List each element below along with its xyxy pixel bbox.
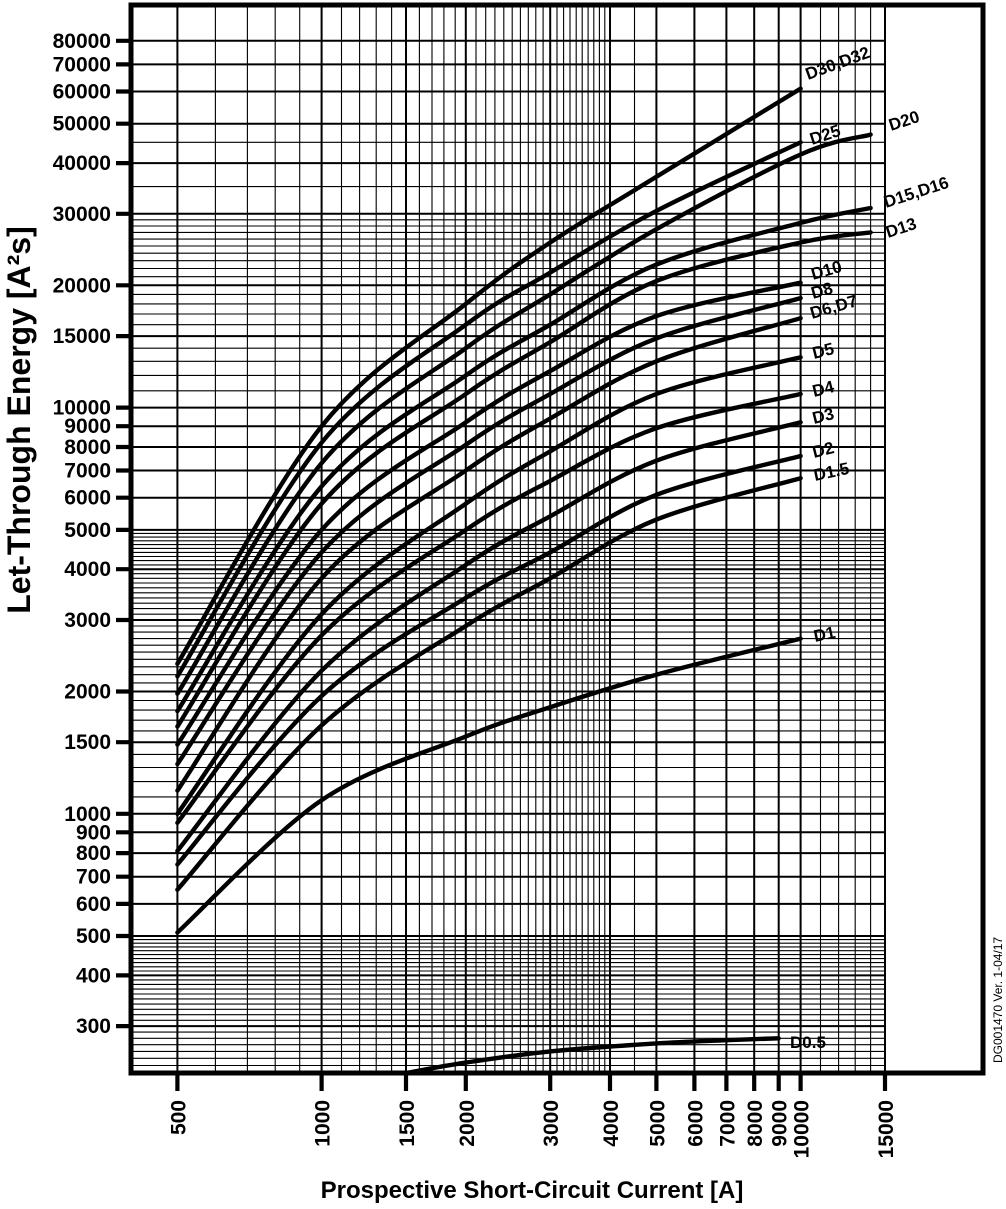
x-tick-label-4000: 4000 (600, 1100, 623, 1147)
y-tick-label-8000: 8000 (64, 436, 111, 459)
curve-label-d0-5: D0.5 (790, 1033, 826, 1052)
curve-d8 (175, 295, 803, 767)
x-axis-title: Prospective Short-Circuit Current [A] (321, 1177, 744, 1204)
x-tick-label-6000: 6000 (684, 1100, 707, 1147)
x-tick-label-500: 500 (167, 1100, 190, 1135)
x-tick-label-10000: 10000 (791, 1100, 814, 1158)
y-tick-label-70000: 70000 (53, 53, 111, 76)
x-tick-label-7000: 7000 (716, 1100, 739, 1147)
axis-tick-marks (116, 38, 888, 1091)
y-tick-label-2000: 2000 (64, 681, 111, 704)
curve-d2 (175, 453, 803, 867)
y-tick-label-300: 300 (76, 1015, 111, 1038)
curve-d1 (175, 636, 803, 935)
y-tick-label-1000: 1000 (64, 803, 111, 826)
curve-d13 (175, 230, 873, 729)
curve-d20 (175, 132, 873, 696)
curve-label-d4: D4 (810, 377, 836, 401)
y-tick-label-9000: 9000 (64, 415, 111, 438)
y-tick-label-4000: 4000 (64, 558, 111, 581)
y-tick-label-700: 700 (76, 866, 111, 889)
y-tick-label-900: 900 (76, 821, 111, 844)
y-tick-label-80000: 80000 (53, 30, 111, 53)
curve-d6-d7 (175, 316, 803, 793)
curve-label-d5: D5 (810, 339, 836, 363)
curve-d3 (175, 420, 803, 854)
curve-label-d1-5: D1.5 (812, 459, 851, 485)
y-tick-label-500: 500 (76, 925, 111, 948)
curve-d15-d16 (175, 205, 873, 714)
curve-label-d15-d16: D15,D16 (881, 173, 951, 212)
curve-d25 (175, 140, 803, 679)
y-tick-label-6000: 6000 (64, 487, 111, 510)
x-tick-label-3000: 3000 (540, 1100, 563, 1147)
y-tick-label-10000: 10000 (53, 397, 111, 420)
y-tick-label-600: 600 (76, 893, 111, 916)
y-tick-label-5000: 5000 (64, 519, 111, 542)
curve-d5 (175, 355, 803, 816)
curve-d30-d32 (175, 86, 803, 666)
x-tick-label-15000: 15000 (875, 1100, 898, 1158)
y-axis-title: Let-Through Energy [A²s] (1, 226, 37, 614)
x-tick-label-5000: 5000 (646, 1100, 669, 1147)
y-tick-label-40000: 40000 (53, 152, 111, 175)
curve-d1-5 (175, 476, 803, 892)
curve-label-d25: D25 (807, 121, 843, 149)
y-tick-label-30000: 30000 (53, 203, 111, 226)
plot-border (128, 2, 986, 1076)
curve-label-d1: D1 (812, 623, 837, 646)
chart-plot-area: D0.5D1D1.5D2D3D4D5D6,D7D8D10D13D15,D16D2… (53, 2, 986, 1158)
x-tick-label-8000: 8000 (744, 1100, 767, 1147)
curve-label-d13: D13 (883, 214, 919, 242)
curve-d4 (175, 391, 803, 825)
curve-d10 (175, 280, 803, 747)
y-tick-label-20000: 20000 (53, 274, 111, 297)
y-tick-label-400: 400 (76, 964, 111, 987)
doc-ref-watermark: DG001470 Ver. 1-04/17 (991, 937, 1005, 1063)
y-tick-label-60000: 60000 (53, 81, 111, 104)
curve-label-d2: D2 (810, 438, 836, 462)
x-tick-label-1000: 1000 (312, 1100, 335, 1147)
grid-minor-lines (131, 5, 885, 1073)
y-tick-label-15000: 15000 (53, 325, 111, 348)
y-tick-label-7000: 7000 (64, 460, 111, 483)
y-tick-label-800: 800 (76, 842, 111, 865)
x-tick-label-2000: 2000 (456, 1100, 479, 1147)
grid-major-lines (131, 5, 886, 1073)
y-tick-label-1500: 1500 (64, 731, 111, 754)
curve-label-d20: D20 (886, 107, 922, 135)
x-tick-label-9000: 9000 (769, 1100, 792, 1147)
y-tick-label-50000: 50000 (53, 113, 111, 136)
y-tick-label-3000: 3000 (64, 609, 111, 632)
curve-d0-5 (403, 1036, 781, 1076)
curve-label-d30-d32: D30,D32 (803, 43, 873, 84)
x-tick-label-1500: 1500 (396, 1100, 419, 1147)
curve-label-d3: D3 (810, 404, 836, 428)
